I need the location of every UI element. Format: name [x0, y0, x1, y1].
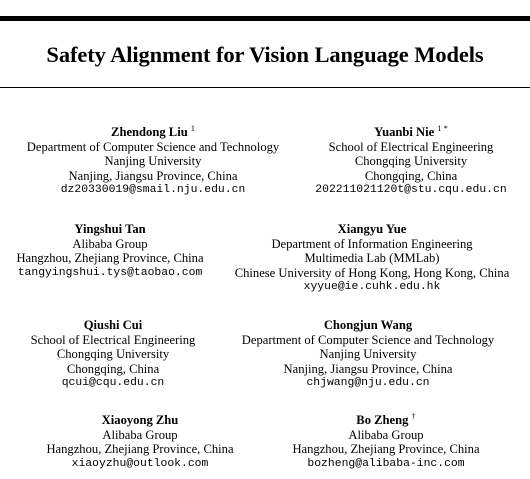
author-email: xiaoyzhu@outlook.com: [71, 457, 209, 470]
author-email: chjwang@nju.edu.cn: [306, 377, 430, 389]
affiliation-line: Department of Information Engineering: [271, 236, 473, 251]
paper-title: Safety Alignment for Vision Language Mod…: [46, 42, 484, 67]
affiliation-line: Hangzhou, Zhejiang Province, China: [292, 442, 480, 456]
author-name: Yingshui Tan: [74, 222, 146, 236]
author-block: Bo Zheng † Alibaba Group Hangzhou, Zhejia…: [286, 411, 486, 471]
author-email: bozheng@alibaba-inc.com: [307, 457, 465, 470]
author-email: qcui@cqu.edu.cn: [61, 377, 165, 389]
affiliation-line: Multimedia Lab (MMLab): [304, 251, 440, 265]
author-email: tangyingshui.tys@taobao.com: [17, 266, 203, 279]
author-block: Zhendong Liu 1 Department of Computer Sci…: [20, 123, 286, 198]
author-email: dz20330019@smail.nju.edu.cn: [60, 184, 246, 196]
author-name: Chongjun Wang: [323, 318, 413, 332]
affiliation-line: Hangzhou, Zhejiang Province, China: [16, 251, 204, 265]
affiliation-mark: 1 *: [437, 123, 448, 133]
affiliation-line: Hangzhou, Zhejiang Province, China: [46, 442, 234, 456]
author-block: Yingshui Tan Alibaba Group Hangzhou, Zhe…: [8, 222, 212, 280]
author-block: Qiushi Cui School of Electrical Engineer…: [20, 318, 206, 391]
affiliation-mark: 1: [190, 123, 195, 133]
affiliation-line: Alibaba Group: [348, 427, 424, 442]
author-block: Chongjun Wang Department of Computer Sci…: [234, 318, 502, 391]
affiliation-line: Nanjing, Jiangsu Province, China: [283, 361, 453, 376]
affiliation-line: Chongqing University: [56, 347, 170, 361]
author-block: Yuanbi Nie 1 * School of Electrical Engin…: [300, 123, 522, 198]
affiliation-line: Chongqing, China: [66, 361, 160, 376]
author-name: Xiaoyong Zhu: [101, 413, 179, 427]
title-bottom-rule: [0, 87, 530, 88]
affiliation-line: Chinese University of Hong Kong, Hong Ko…: [234, 265, 510, 280]
author-name: Zhendong Liu: [111, 125, 188, 139]
top-rule: [0, 16, 530, 21]
author-name: Bo Zheng: [356, 413, 409, 427]
author-email: xyyue@ie.cuhk.edu.hk: [303, 281, 441, 293]
corresponding-mark: †: [411, 411, 416, 421]
author-name: Qiushi Cui: [83, 318, 143, 332]
author-block: Xiangyu Yue Department of Information En…: [228, 222, 516, 295]
affiliation-line: Alibaba Group: [102, 427, 178, 442]
affiliation-line: School of Electrical Engineering: [30, 332, 196, 347]
author-email: 202211021120t@stu.cqu.edu.cn: [315, 184, 507, 196]
author-name: Xiangyu Yue: [337, 222, 407, 236]
affiliation-line: Alibaba Group: [72, 236, 148, 251]
author-name: Yuanbi Nie: [374, 125, 435, 139]
affiliation-line: Nanjing University: [104, 154, 202, 168]
affiliation-line: Nanjing, Jiangsu Province, China: [68, 168, 238, 183]
author-block: Xiaoyong Zhu Alibaba Group Hangzhou, Zhe…: [40, 413, 240, 471]
affiliation-line: Chongqing University: [354, 154, 468, 168]
affiliation-line: Department of Computer Science and Techn…: [26, 139, 280, 154]
affiliation-line: Chongqing, China: [364, 168, 458, 183]
affiliation-line: School of Electrical Engineering: [328, 139, 494, 154]
affiliation-line: Department of Computer Science and Techn…: [241, 332, 495, 347]
affiliation-line: Nanjing University: [319, 347, 417, 361]
